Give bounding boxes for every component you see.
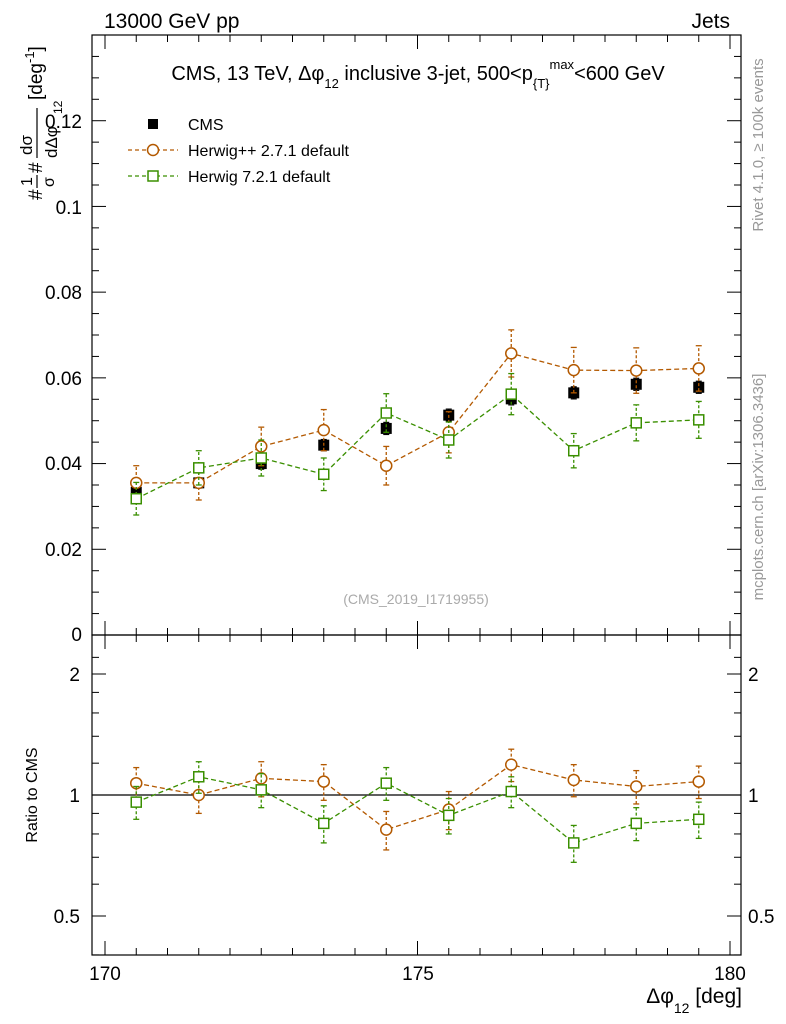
y-tick-labels: 0 0.02 0.04 0.06 0.08 0.1 0.12 bbox=[45, 112, 82, 646]
cms-point bbox=[693, 381, 705, 393]
y-label-prefix: # bbox=[26, 189, 47, 200]
ratio-tick-label-right: 1 bbox=[748, 786, 759, 807]
herwig7-point bbox=[443, 434, 455, 446]
herwigpp-ratio-line bbox=[136, 763, 699, 831]
ratio-series-layer bbox=[130, 748, 705, 863]
herwigpp-ratio-point bbox=[317, 775, 330, 788]
mcplots-label: mcplots.cern.ch [arXiv:1306.3436] bbox=[750, 374, 767, 601]
legend-herwigpp-marker bbox=[146, 143, 160, 157]
y-tick-label: 0.1 bbox=[56, 198, 82, 219]
herwig7-point bbox=[568, 444, 580, 457]
herwigpp-ratio-point bbox=[255, 772, 268, 785]
herwig7-line bbox=[135, 393, 699, 500]
herwig7-point bbox=[130, 492, 142, 505]
herwig7-ratio-point bbox=[630, 817, 642, 830]
herwigpp-point bbox=[505, 347, 518, 360]
herwig7-point bbox=[505, 388, 517, 400]
x-tick-label: 170 bbox=[89, 964, 121, 985]
x-tick-labels: 170 175 180 bbox=[89, 964, 746, 985]
legend-cms-label: CMS bbox=[188, 117, 224, 134]
x-axis-label: Δφ12 [deg] bbox=[646, 985, 742, 1016]
ratio-tick-label: 1 bbox=[69, 786, 80, 807]
herwig7-point bbox=[193, 462, 205, 474]
cms-point bbox=[380, 422, 392, 434]
ratio-tick-label: 2 bbox=[69, 665, 80, 686]
legend: CMS Herwig++ 2.7.1 default Herwig 7.2.1 … bbox=[128, 117, 350, 186]
herwig7-ratio-point bbox=[255, 784, 267, 796]
herwig7-point bbox=[318, 468, 330, 481]
herwigpp-ratio-point bbox=[380, 823, 393, 836]
herwig7-point bbox=[630, 417, 642, 429]
header-process-label: Jets bbox=[691, 10, 730, 33]
ratio-tick-labels-left: 0.5 1 2 bbox=[54, 665, 80, 928]
y-tick-label: 0.12 bbox=[45, 112, 82, 133]
herwigpp-line bbox=[136, 352, 699, 484]
herwig7-point bbox=[255, 452, 267, 464]
y-tick-label: 0.06 bbox=[45, 369, 82, 390]
herwig7-ratio-point bbox=[568, 837, 580, 849]
main-y-axis-label: # 1 σ # dσ dΔφ 12 [deg-1] bbox=[17, 46, 65, 200]
ratio-tick-labels-right: 0.5 1 2 bbox=[748, 665, 774, 928]
header-energy-label: 13000 GeV pp bbox=[104, 10, 239, 33]
y-label-sigma: σ bbox=[41, 177, 58, 187]
herwig7-point bbox=[380, 407, 392, 419]
cms-point bbox=[630, 378, 642, 390]
y-label-unit: [deg-1] bbox=[22, 46, 47, 100]
herwigpp-ratio-point bbox=[630, 780, 643, 793]
herwig7-ratio-point bbox=[693, 813, 705, 826]
y-tick-label: 0 bbox=[71, 625, 82, 646]
main-axis-ticks bbox=[92, 34, 741, 636]
herwigpp-ratio-point bbox=[567, 773, 580, 787]
legend-herwig7-marker bbox=[147, 170, 159, 182]
herwig7-ratio-point bbox=[380, 777, 392, 789]
legend-herwigpp-label: Herwig++ 2.7.1 default bbox=[188, 143, 350, 160]
y-label-one: 1 bbox=[19, 177, 36, 186]
herwigpp-point bbox=[630, 364, 643, 377]
herwig7-ratio-point bbox=[193, 771, 205, 783]
rivet-version-label: Rivet 4.1.0, ≥ 100k events bbox=[750, 58, 767, 231]
herwig7-ratio-point bbox=[505, 785, 517, 798]
herwig7-point bbox=[693, 414, 705, 426]
y-label-sub: 12 bbox=[51, 100, 65, 114]
herwigpp-point bbox=[567, 363, 580, 377]
herwig7-ratio-point bbox=[443, 809, 455, 822]
ratio-tick-label-right: 2 bbox=[748, 665, 759, 686]
y-tick-label: 0.08 bbox=[45, 283, 82, 304]
herwig7-ratio-point bbox=[318, 817, 330, 830]
legend-cms-marker bbox=[148, 119, 158, 129]
herwigpp-point bbox=[692, 362, 705, 375]
x-tick-label: 180 bbox=[714, 964, 746, 985]
ratio-tick-label: 0.5 bbox=[54, 907, 80, 928]
herwigpp-ratio-point bbox=[192, 788, 205, 802]
y-tick-label: 0.02 bbox=[45, 540, 82, 561]
herwigpp-point bbox=[380, 459, 393, 472]
x-tick-label: 175 bbox=[402, 964, 434, 985]
ratio-tick-label-right: 0.5 bbox=[748, 907, 774, 928]
y-tick-label: 0.04 bbox=[45, 454, 82, 475]
herwigpp-ratio-point bbox=[505, 758, 518, 771]
herwigpp-point bbox=[317, 423, 330, 437]
chart-title: CMS, 13 TeV, Δφ12 inclusive 3-jet, 500<p… bbox=[171, 57, 665, 91]
herwigpp-ratio-point bbox=[692, 775, 705, 788]
main-series-layer bbox=[130, 329, 705, 516]
herwig7-ratio-point bbox=[130, 796, 142, 808]
y-label-hash2: # bbox=[26, 162, 47, 173]
herwig7-ratio-line bbox=[136, 776, 699, 844]
legend-herwig7-label: Herwig 7.2.1 default bbox=[188, 169, 331, 186]
analysis-id-watermark: (CMS_2019_I1719955) bbox=[343, 591, 489, 607]
ratio-y-axis-label: Ratio to CMS bbox=[24, 747, 41, 842]
y-label-dsigma: dσ bbox=[17, 135, 36, 155]
y-label-dphi: dΔφ bbox=[42, 126, 61, 158]
